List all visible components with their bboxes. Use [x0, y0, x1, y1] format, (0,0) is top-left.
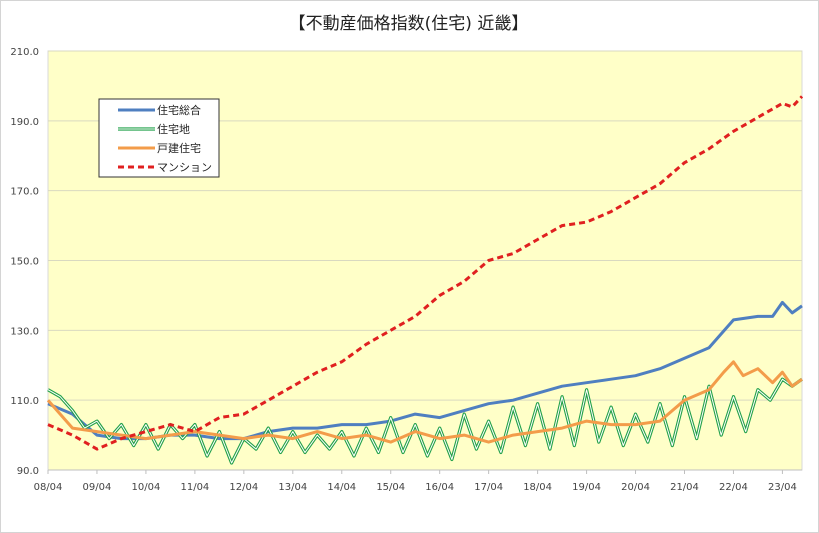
y-tick-label: 150.0 — [10, 257, 39, 268]
series-line-2 — [46, 360, 803, 444]
x-tick-label: 08/04 — [34, 482, 63, 493]
x-tick-label: 13/04 — [278, 482, 307, 493]
x-tick-label: 11/04 — [180, 482, 209, 493]
series-line-3 — [47, 95, 804, 451]
x-tick-label: 10/04 — [132, 482, 161, 493]
legend-box — [98, 98, 220, 178]
x-tick-label: 17/04 — [474, 482, 503, 493]
legend-label: マンション — [157, 161, 212, 174]
y-tick-label: 90.0 — [17, 466, 39, 477]
y-tick-label: 170.0 — [10, 187, 39, 198]
y-tick-label: 210.0 — [10, 47, 39, 58]
legend-label: 戸建住宅 — [157, 141, 201, 155]
x-tick-label: 16/04 — [425, 482, 454, 493]
x-tick-label: 21/04 — [670, 482, 699, 493]
legend-label: 住宅総合 — [157, 103, 201, 117]
x-tick-label: 12/04 — [229, 482, 258, 493]
chart-title: 【不動産価格指数(住宅) 近畿】 — [288, 14, 529, 34]
x-tick-label: 14/04 — [327, 482, 356, 493]
x-tick-label: 09/04 — [83, 482, 112, 493]
series-line-1-inner — [47, 378, 803, 464]
y-tick-label: 130.0 — [10, 326, 39, 337]
x-tick-label: 15/04 — [376, 482, 405, 493]
series-line-0 — [47, 300, 803, 441]
x-tick-label: 19/04 — [572, 482, 601, 493]
y-tick-label: 190.0 — [10, 117, 39, 128]
x-tick-label: 23/04 — [768, 482, 797, 493]
x-tick-label: 22/04 — [719, 482, 748, 493]
legend-label: 住宅地 — [157, 122, 190, 136]
y-tick-label: 110.0 — [10, 396, 39, 407]
x-tick-label: 20/04 — [621, 482, 650, 493]
x-tick-label: 18/04 — [523, 482, 552, 493]
